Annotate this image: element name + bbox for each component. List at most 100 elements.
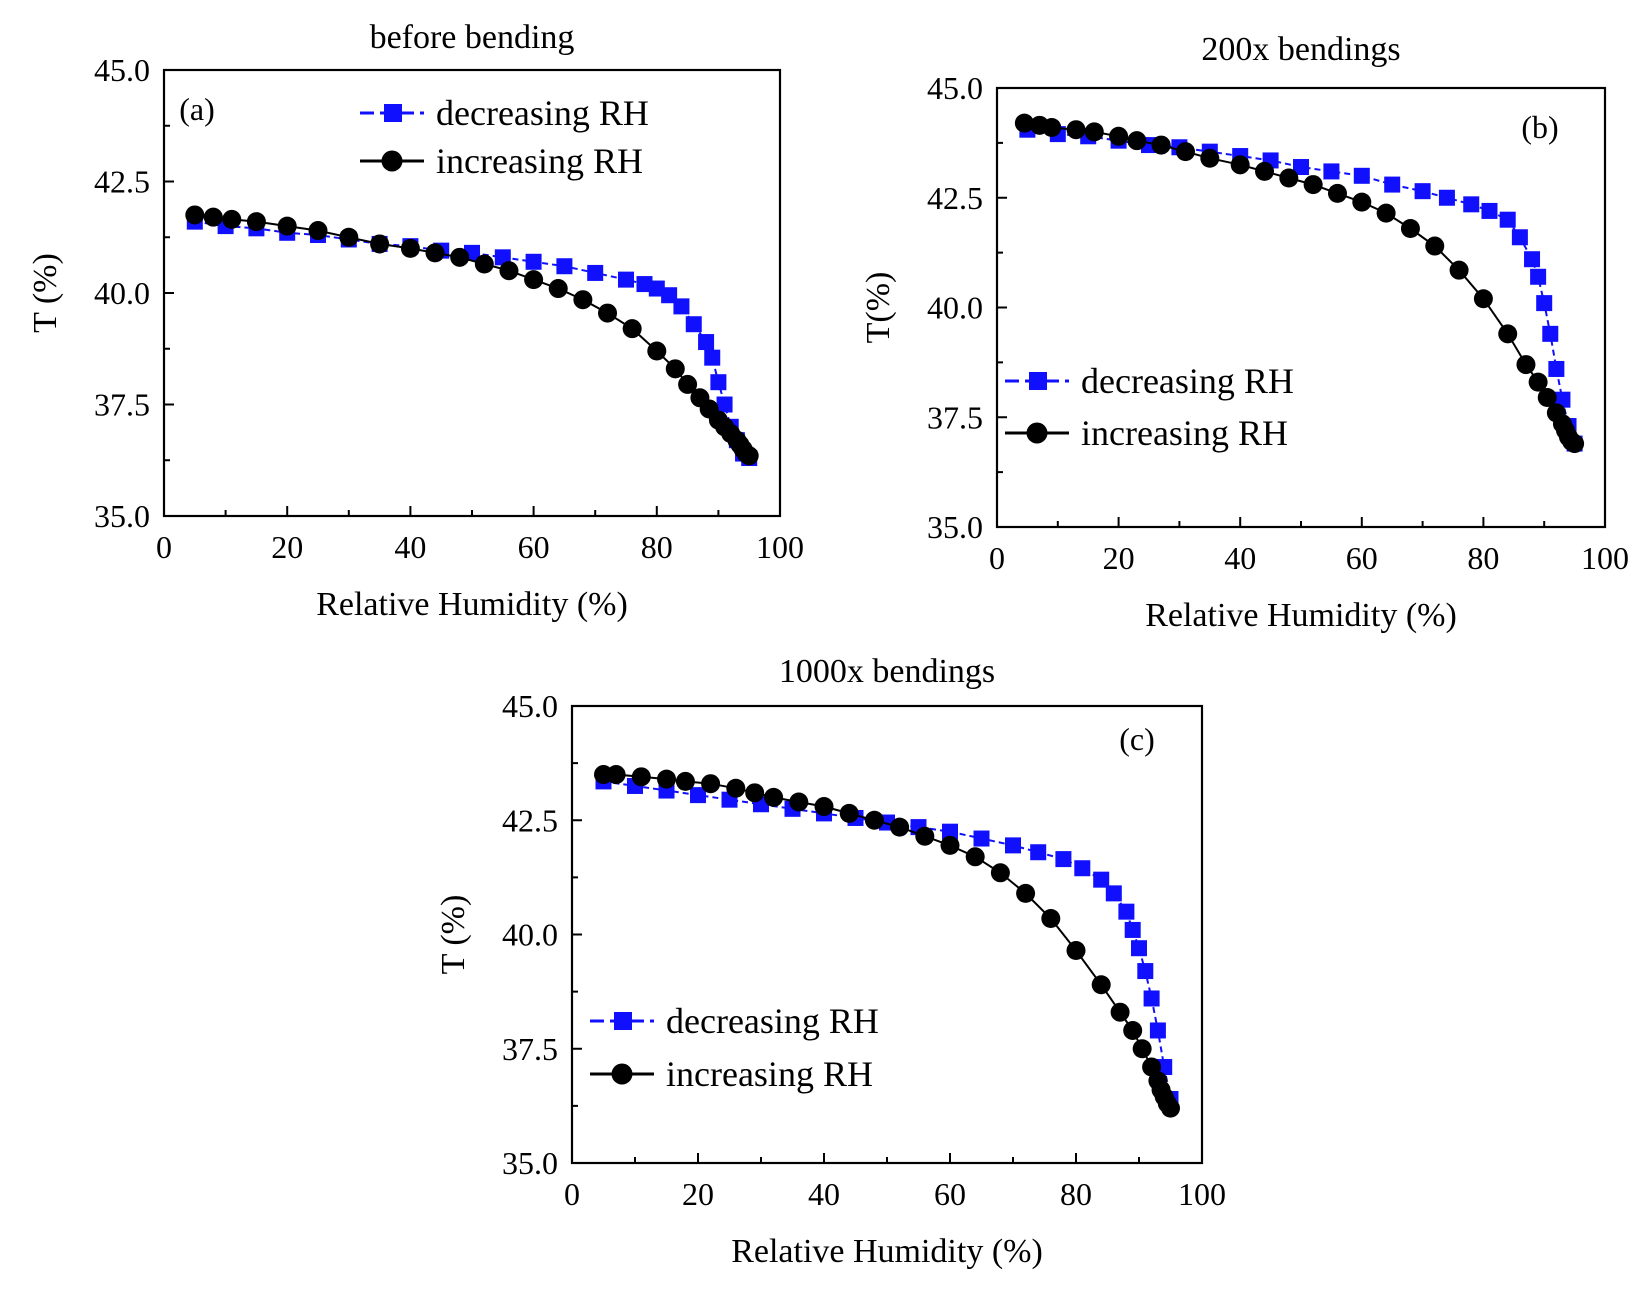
data-point-square (1438, 189, 1455, 206)
legend-label: decreasing RH (666, 1001, 879, 1041)
legend-marker-square (1029, 372, 1047, 390)
data-point-circle (726, 778, 746, 798)
data-point-square (1105, 885, 1122, 902)
x-tick-label: 0 (156, 529, 172, 565)
data-point-circle (1473, 289, 1493, 309)
chart-title: before bending (370, 19, 575, 56)
data-point-circle (1016, 883, 1036, 903)
panel-label: (a) (179, 91, 215, 127)
y-tick-label: 37.5 (502, 1031, 558, 1067)
data-point-circle (739, 446, 759, 466)
data-point-circle (764, 787, 784, 807)
data-point-square (690, 787, 706, 804)
data-point-square (1542, 325, 1559, 342)
data-point-square (685, 316, 702, 333)
data-point-circle (1151, 135, 1171, 155)
data-point-circle (339, 227, 359, 247)
data-point-circle (1528, 372, 1548, 392)
plot-frame (995, 86, 1607, 529)
y-tick-label: 42.5 (927, 180, 983, 216)
x-tick-label: 100 (1581, 540, 1629, 576)
data-point-circle (499, 261, 519, 281)
data-point-circle (1303, 175, 1323, 195)
data-point-square (1124, 921, 1141, 938)
data-point-circle (1091, 975, 1111, 995)
data-point-square (942, 823, 958, 840)
data-point-circle (450, 247, 470, 267)
data-point-circle (573, 290, 593, 310)
series-increasing-rh (185, 205, 759, 466)
x-tick-label: 20 (682, 1176, 714, 1212)
panel-label: (c) (1119, 721, 1155, 757)
data-point-square (636, 276, 653, 293)
data-point-square (704, 349, 721, 366)
data-point-square (1118, 903, 1135, 920)
y-tick-label: 35.0 (94, 498, 150, 534)
data-point-circle (1352, 192, 1372, 212)
data-point-circle (1230, 155, 1250, 175)
data-point-square (648, 280, 665, 297)
chart-title: 200x bendings (1201, 31, 1400, 68)
series-decreasing-rh (186, 213, 758, 467)
data-point-square (1511, 229, 1528, 246)
data-point-circle (400, 238, 420, 258)
data-point-circle (965, 847, 985, 867)
legend-label: decreasing RH (1081, 361, 1294, 401)
data-point-circle (1109, 126, 1129, 146)
legend-label: decreasing RH (436, 93, 649, 133)
x-tick-label: 40 (1224, 540, 1256, 576)
x-tick-label: 40 (808, 1176, 840, 1212)
data-point-circle (185, 205, 205, 225)
data-point-square (1536, 295, 1553, 312)
data-point-circle (814, 797, 834, 817)
data-point-circle (940, 835, 960, 855)
y-tick-label: 37.5 (94, 387, 150, 423)
data-point-circle (647, 341, 667, 361)
data-point-circle (1066, 940, 1086, 960)
data-point-circle (1255, 161, 1275, 181)
data-point-circle (1014, 113, 1034, 133)
y-axis-title: T (%) (435, 895, 472, 975)
data-point-square (1353, 167, 1370, 184)
data-point-square (1530, 268, 1547, 285)
data-point-square (1384, 176, 1401, 193)
data-point-circle (606, 765, 626, 785)
x-tick-label: 0 (564, 1176, 580, 1212)
data-point-circle (789, 792, 809, 812)
chart-panel-c: 1000x bendings 0 20 40 60 80 100 35.0 37.5 40.0 42… (435, 653, 1226, 1270)
data-point-circle (890, 817, 910, 837)
data-point-circle (1565, 434, 1585, 454)
legend: decreasing RH increasing RH (590, 1001, 879, 1094)
data-point-square (1293, 159, 1309, 176)
data-point-square (1463, 196, 1480, 213)
x-tick-label: 0 (989, 540, 1005, 576)
x-tick-label: 100 (1178, 1176, 1226, 1212)
data-point-circle (1425, 236, 1445, 256)
data-point-circle (657, 769, 676, 789)
series-line (194, 220, 750, 459)
data-point-circle (425, 243, 445, 263)
data-point-square (1481, 202, 1498, 219)
data-point-circle (308, 221, 328, 241)
x-axis-title: Relative Humidity (%) (1145, 597, 1457, 634)
y-tick-label: 35.0 (927, 509, 983, 545)
series-decreasing-rh (1019, 121, 1583, 452)
data-point-square (587, 264, 604, 281)
data-point-circle (1066, 120, 1086, 140)
x-axis-title: Relative Humidity (%) (316, 586, 628, 623)
y-axis-title: T (%) (27, 253, 64, 333)
data-point-square (1074, 860, 1091, 877)
data-point-circle (1123, 1020, 1143, 1040)
data-point-circle (990, 863, 1010, 883)
data-point-circle (246, 212, 266, 232)
data-point-circle (1110, 1002, 1130, 1022)
data-point-circle (1132, 1039, 1152, 1059)
data-point-square (1093, 871, 1110, 888)
series-increasing-rh (594, 765, 1180, 1118)
data-point-circle (1127, 131, 1147, 151)
y-tick-label: 45.0 (502, 688, 558, 724)
data-point-square (1524, 251, 1541, 268)
data-point-circle (1175, 142, 1195, 162)
chart-panel-a: before bending 0 20 40 60 80 100 35.0 37.5 40.0 42… (27, 19, 804, 623)
